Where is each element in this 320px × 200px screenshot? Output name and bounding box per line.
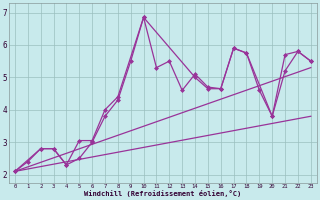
X-axis label: Windchill (Refroidissement éolien,°C): Windchill (Refroidissement éolien,°C) bbox=[84, 190, 242, 197]
